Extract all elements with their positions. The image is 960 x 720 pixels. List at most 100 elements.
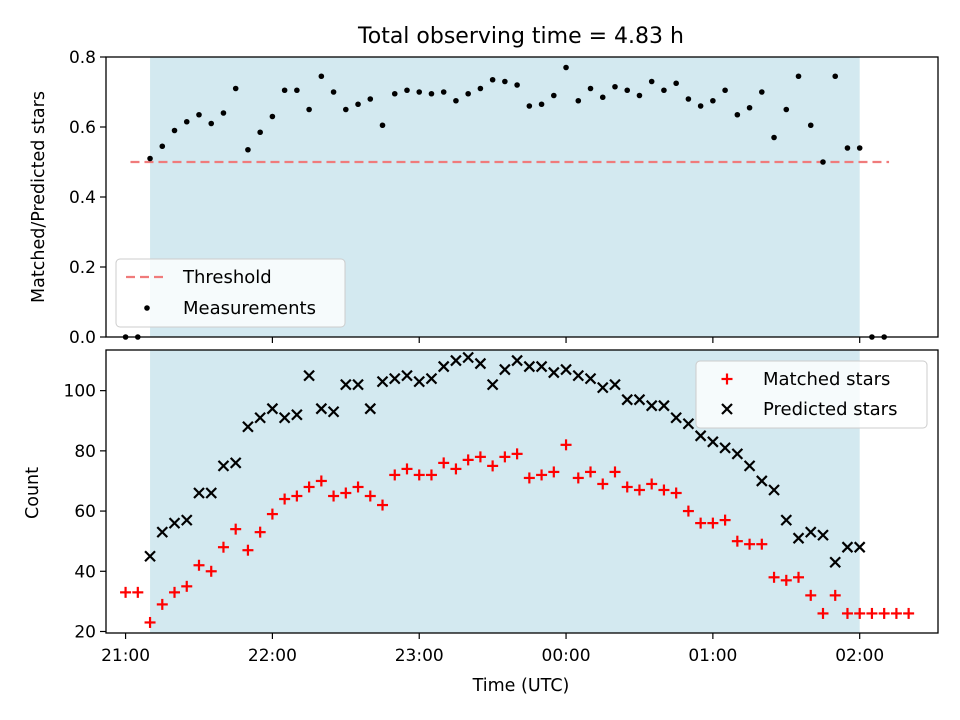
matched-star-point [878,607,890,619]
legend-matched-label: Matched stars [763,369,890,390]
measurement-point [759,89,765,95]
predicted-star-point [853,541,866,553]
top-y-tick-label: 0.6 [69,118,96,138]
measurement-point [502,78,508,85]
matched-star-point [254,526,266,538]
measurement-point [428,90,435,97]
measurement-point [269,113,276,120]
x-tick-label: 21:00 [101,646,150,666]
matched-star-point [377,499,389,511]
predicted-star-point [315,402,328,415]
matched-star-point [120,586,132,598]
measurement-point [453,97,459,104]
matched-star-point [156,598,168,610]
predicted-star-point [376,375,389,388]
legend-predicted-label: Predicted stars [763,399,897,420]
matched-star-point [523,472,535,484]
predicted-star-point [278,411,291,424]
predicted-star-point [768,484,780,496]
predicted-star-point [548,366,560,379]
predicted-star-point [523,360,536,373]
predicted-star-point [254,411,266,424]
matched-star-point [328,490,340,502]
matched-star-point [731,535,743,547]
matched-star-point [609,466,621,478]
legend-matched-swatch [721,373,733,385]
measurement-point [489,76,496,83]
matched-star-point [829,589,841,601]
predicted-star-point [266,402,279,415]
measurement-point [599,94,606,101]
matched-star-point [389,469,401,481]
measurement-point [551,92,557,99]
predicted-star-point [499,363,511,376]
matched-star-point [462,454,474,466]
matched-star-point [291,490,303,502]
matched-star-point [621,481,633,493]
bottom-axes-frame [105,349,939,634]
legend-threshold-label: Threshold [182,267,272,288]
measurement-point [673,80,679,87]
predicted-star-point [743,460,756,472]
measurement-point [538,101,545,108]
matched-star-point [230,523,242,535]
matched-star-point [890,607,902,619]
matched-star-point [780,574,792,586]
predicted-star-point [621,393,634,406]
top-legend: Threshold Measurements [115,258,346,328]
matched-star-point [695,517,707,529]
matched-star-point [242,544,254,556]
bottom-y-tick-label: 20 [74,622,96,642]
legend-measurements-swatch [144,305,150,311]
measurement-point [746,104,753,111]
matched-star-point [413,469,425,481]
predicted-star-point [756,475,768,487]
measurement-point [477,85,484,92]
predicted-star-point [560,363,572,376]
bottom-y-tick-label: 80 [74,442,96,462]
x-tick-label: 01:00 [688,646,737,666]
predicted-star-point [229,457,242,469]
measurement-point [379,122,386,129]
top-y-tick-label: 0.4 [69,188,96,208]
measurement-point [220,110,227,116]
measurement-point [343,106,349,113]
predicted-star-point [645,399,658,412]
measurement-point [575,97,582,104]
measurement-point [367,96,374,102]
top-axes-frame [105,56,939,338]
predicted-star-point [486,378,499,391]
x-axis-label: Time (UTC) [472,676,570,696]
matched-star-point [768,571,780,583]
matched-star-point [279,493,291,505]
measurement-point [734,111,741,118]
predicted-star-point [242,420,254,433]
measurement-point [196,111,202,118]
matched-star-point [719,514,731,526]
predicted-star-point [291,408,303,421]
predicted-star-point [144,550,156,563]
matched-star-point [425,469,437,481]
predicted-star-point [474,357,487,370]
predicted-star-point [401,369,413,382]
predicted-star-point [804,526,817,538]
predicted-star-point [841,541,854,553]
measurement-point [856,145,863,151]
measurement-point [771,134,777,141]
matched-star-point [670,487,682,499]
predicted-star-point [450,354,462,367]
matched-star-point [560,439,572,451]
measurement-point [440,89,447,95]
matched-star-point [511,448,523,460]
predicted-star-point [180,514,193,526]
predicted-star-point [413,375,426,388]
measurement-point [147,155,153,162]
measurement-point [171,127,178,134]
measurement-point [306,106,312,113]
bottom-y-axis-label: Count [23,467,43,519]
matched-star-point [841,607,853,619]
top-y-tick-label: 0.2 [69,258,96,278]
measurement-point [587,85,594,92]
measurement-point [648,78,655,85]
